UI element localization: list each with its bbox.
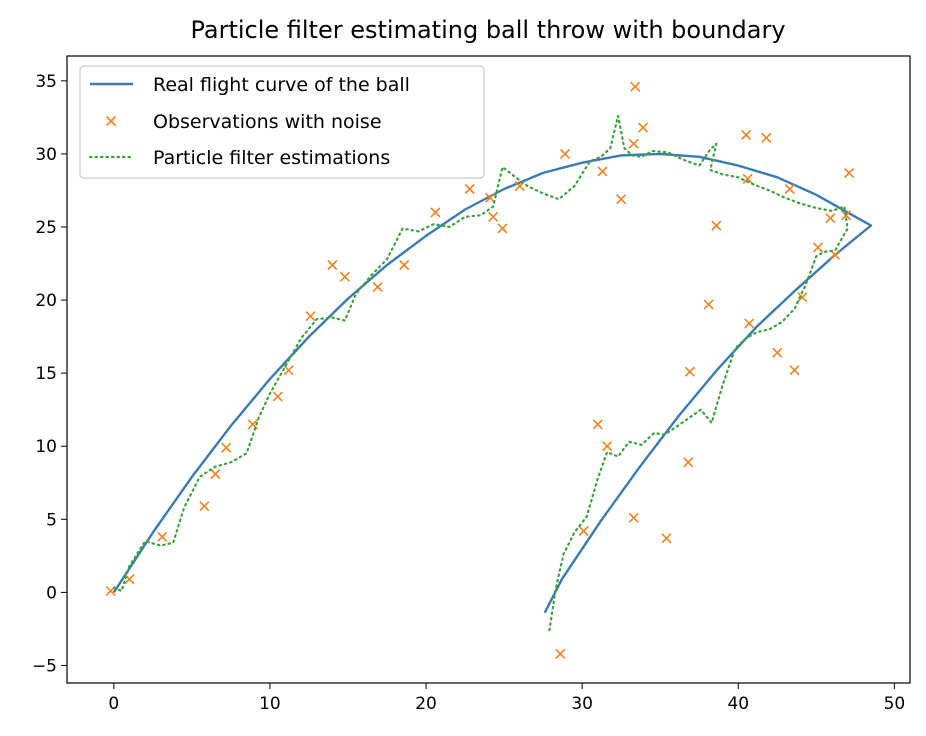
real-curve-line	[112, 152, 873, 614]
observation-point	[327, 259, 338, 271]
observation-point	[372, 281, 383, 292]
observation-point	[305, 311, 316, 322]
axis-ticks: 0 10 20 30 40 50 −5 0 5 10 15 20 25 30 35	[32, 72, 905, 714]
observation-point	[812, 242, 823, 253]
legend: Real flight curve of the ball Observation…	[79, 65, 485, 179]
observation-point	[464, 183, 475, 195]
legend-swatch-observations	[105, 115, 117, 127]
observation-point	[637, 122, 649, 133]
x-tick-label: 0	[108, 694, 119, 714]
chart-title: Particle filter estimating ball throw wi…	[190, 16, 785, 44]
observation-point	[578, 525, 589, 537]
x-tick-label: 10	[259, 694, 281, 714]
observation-point	[789, 365, 800, 376]
legend-box	[79, 65, 485, 179]
observation-point	[221, 442, 232, 453]
observation-point	[616, 194, 627, 205]
estimation-line	[112, 114, 849, 632]
y-tick-label: 30	[35, 145, 57, 165]
observation-point	[602, 441, 613, 452]
y-tick-label: 5	[46, 510, 57, 530]
observation-point	[628, 512, 639, 523]
observation-point	[772, 347, 783, 358]
observation-point	[592, 419, 603, 430]
observation-point	[703, 299, 714, 310]
observation-point	[711, 220, 722, 231]
observation-point	[199, 501, 210, 512]
observation-point	[742, 173, 753, 184]
observation-point	[555, 648, 566, 659]
observation-point	[399, 259, 410, 271]
y-tick-label: 10	[35, 437, 57, 457]
observation-point	[484, 192, 496, 203]
y-tick-label: 0	[46, 583, 57, 603]
observation-point	[339, 271, 350, 282]
observation-point	[430, 207, 441, 218]
plot-area	[105, 81, 873, 659]
legend-label: Particle filter estimations	[153, 147, 390, 169]
observation-point	[741, 129, 752, 140]
observation-point	[630, 81, 641, 92]
x-tick-label: 40	[727, 694, 749, 714]
y-tick-label: −5	[32, 656, 57, 676]
observation-point	[844, 167, 855, 178]
observation-point	[283, 365, 294, 376]
observation-point	[744, 318, 755, 329]
observation-point	[661, 533, 672, 544]
observation-point	[497, 223, 508, 234]
observation-point	[210, 468, 221, 480]
y-tick-label: 35	[35, 72, 57, 92]
observation-point	[761, 132, 772, 143]
observation-point	[797, 292, 808, 303]
observation-point	[784, 183, 795, 195]
observation-point	[683, 457, 694, 468]
y-tick-label: 25	[35, 218, 57, 238]
x-tick-label: 50	[884, 694, 906, 714]
observation-point	[684, 366, 695, 377]
observation-point	[825, 213, 836, 224]
observation-point	[157, 531, 168, 542]
x-tick-label: 20	[415, 694, 437, 714]
x-tick-label: 30	[571, 694, 593, 714]
observation-point	[628, 138, 639, 149]
axes-frame	[66, 55, 911, 684]
legend-label: Real flight curve of the ball	[153, 74, 410, 96]
observation-point	[597, 166, 608, 177]
y-tick-label: 20	[35, 291, 57, 311]
observation-point	[272, 391, 283, 402]
y-tick-label: 15	[35, 364, 57, 384]
observation-point	[488, 211, 499, 222]
observation-point	[559, 148, 571, 159]
legend-label: Observations with noise	[153, 111, 382, 133]
